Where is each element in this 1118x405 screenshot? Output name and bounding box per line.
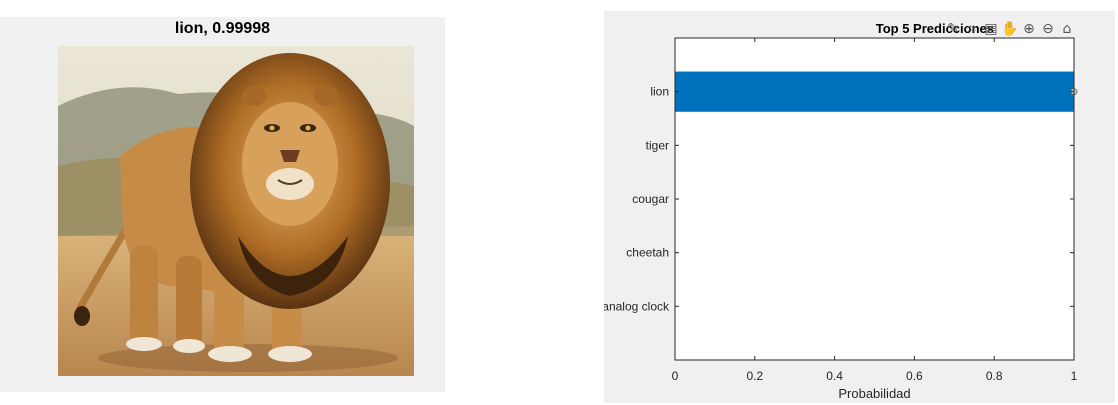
y-tick-label: cheetah [626,246,669,260]
prediction-title: lion, 0.99998 [174,20,271,37]
bar-lion[interactable] [675,71,1074,112]
x-axis-label: Probabilidad [838,386,910,401]
x-tick-label: 0 [672,369,679,383]
zoom-out-icon[interactable]: ⊖ [1042,21,1054,37]
zoom-in-icon[interactable]: ⊕ [1023,21,1035,37]
y-tick-label: lion [650,85,669,99]
chart-title: Top 5 Predicciones [875,21,994,36]
home-icon[interactable]: ⌂ [1062,21,1072,37]
pan-hand-icon[interactable]: ✋ [1001,21,1019,37]
lion-photo [58,46,414,376]
y-tick-label: cougar [632,192,669,206]
data-tips-icon[interactable]: ⌗ [968,21,976,37]
x-tick-label: 1 [1071,369,1078,383]
image-figure-panel: lion, 0.99998 [0,17,445,392]
predictions-bar-chart: lion tiger cougar cheetah analog clock 0 0.2 0.… [604,37,1078,401]
brush-icon[interactable]: ✎ [947,21,959,37]
x-tick-label: 0.6 [906,369,923,383]
restore-view-icon[interactable]: ▤ [984,21,998,37]
y-tick-label: analog clock [604,299,670,313]
y-tick-label: tiger [646,138,669,152]
x-tick-label: 0.2 [746,369,763,383]
x-tick-label: 0.4 [826,369,843,383]
axes-toolbar: ✎ ⌗ ▤ ✋ ⊕ ⊖ ⌂ [944,20,1076,40]
x-tick-label: 0.8 [986,369,1003,383]
chart-figure-panel: lion tiger cougar cheetah analog clock 0 0.2 0.… [604,11,1115,403]
